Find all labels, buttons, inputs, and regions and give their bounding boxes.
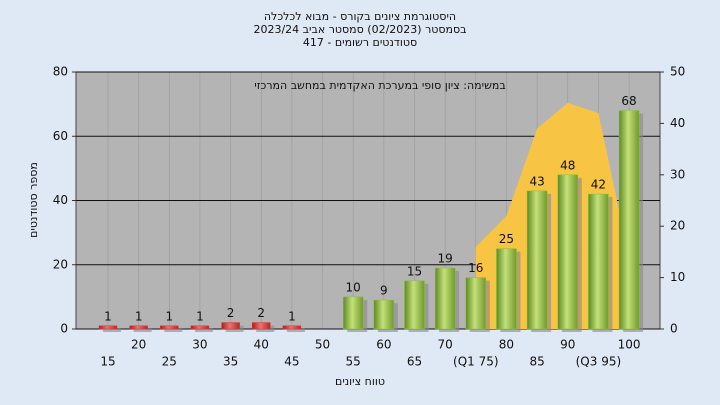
bar <box>404 280 425 330</box>
y-axis-label: מספר סטודנטים <box>27 162 40 238</box>
bar-shadow <box>103 328 121 332</box>
data-label: 25 <box>499 232 514 246</box>
bar <box>98 325 118 330</box>
bar-shadow <box>194 328 213 332</box>
y-tick-label: 80 <box>53 65 68 79</box>
data-label: 10 <box>346 280 361 294</box>
data-label: 1 <box>135 309 143 323</box>
y-tick-label: 60 <box>53 129 68 143</box>
bar <box>129 325 148 330</box>
bar-shadow <box>164 328 183 332</box>
data-label: 16 <box>468 261 483 275</box>
data-label: 1 <box>165 309 173 323</box>
data-label: 2 <box>257 306 265 320</box>
x-tick-label: 55 <box>346 355 361 369</box>
x-tick-label: 15 <box>100 355 115 369</box>
y-tick-label: 40 <box>53 193 68 207</box>
bar <box>588 193 609 330</box>
data-label: 42 <box>591 178 606 192</box>
bar <box>252 322 271 330</box>
bar-shadow <box>133 328 152 332</box>
x-tick-label: 80 <box>499 338 514 352</box>
data-label: 15 <box>407 264 422 278</box>
data-label: 1 <box>196 309 204 323</box>
data-label: 1 <box>104 309 112 323</box>
y2-tick-label: 50 <box>670 65 685 79</box>
data-label: 68 <box>621 94 636 108</box>
bar <box>526 190 548 330</box>
x-tick-label: 45 <box>284 355 299 369</box>
bar <box>282 325 302 330</box>
x-tick-label: 30 <box>192 338 207 352</box>
annotation: במשימה: ציון סופי במערכת האקדמית במחשב ה… <box>254 79 505 92</box>
x-tick-label: 85 <box>529 355 544 369</box>
x-tick-label: 90 <box>560 338 575 352</box>
bar <box>496 248 517 330</box>
bar <box>434 267 456 330</box>
chart-title: היסטוגרמת ציונים בקורס - מבוא לכלכלה <box>264 10 456 23</box>
bar <box>373 299 395 330</box>
y2-tick-label: 10 <box>670 270 685 284</box>
y-tick-label: 20 <box>53 257 68 271</box>
x-axis-label: טווח ציונים <box>335 375 385 388</box>
chart-subtitle: בסמסטר (02/2023) סמסטר אביב 2023/24 <box>253 23 466 36</box>
bar <box>221 322 240 330</box>
data-label: 1 <box>288 309 296 323</box>
x-tick-label: 40 <box>254 338 269 352</box>
chart-subtitle: סטודנטים רשומים - 417 <box>303 36 417 49</box>
x-tick-label: 20 <box>131 338 146 352</box>
y2-tick-label: 20 <box>670 219 685 233</box>
bar-shadow <box>286 328 305 332</box>
x-tick-label: (Q1 75) <box>453 355 499 369</box>
data-label: 9 <box>380 284 388 298</box>
bar <box>190 325 210 330</box>
y2-tick-label: 0 <box>670 322 678 336</box>
x-tick-label: (Q3 95) <box>576 355 622 369</box>
y2-tick-label: 40 <box>670 116 685 130</box>
bar <box>160 325 179 330</box>
x-tick-label: 50 <box>315 338 330 352</box>
x-tick-label: 60 <box>376 338 391 352</box>
x-tick-label: 35 <box>223 355 238 369</box>
y-tick-label: 0 <box>60 322 68 336</box>
bar <box>557 174 578 330</box>
bar <box>618 110 640 330</box>
data-label: 2 <box>227 306 235 320</box>
x-tick-label: 70 <box>438 338 453 352</box>
bar <box>465 277 487 330</box>
x-tick-label: 25 <box>162 355 177 369</box>
x-tick-label: 65 <box>407 355 422 369</box>
data-label: 48 <box>560 158 575 172</box>
bar <box>342 296 364 330</box>
plot-layer <box>76 71 660 332</box>
x-tick-label: 100 <box>618 338 641 352</box>
data-label: 19 <box>438 251 453 265</box>
y2-tick-label: 30 <box>670 167 685 181</box>
data-label: 43 <box>529 174 544 188</box>
